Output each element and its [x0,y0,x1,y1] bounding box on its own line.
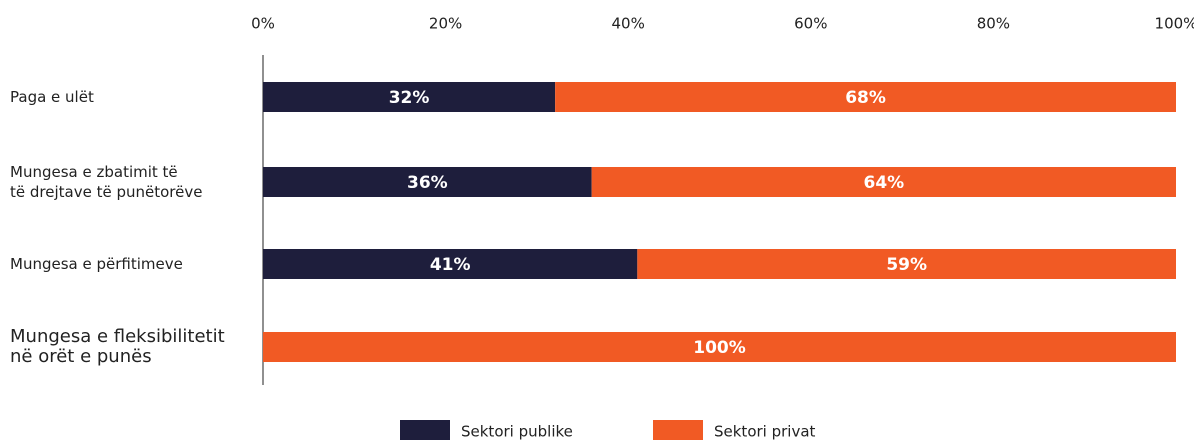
category-label: Mungesa e fleksibilitetit në orët e punë… [10,326,225,367]
bar-segment [637,249,1176,279]
bar-segment [263,249,638,279]
bar-segment [263,82,556,112]
bar-segment [591,167,1176,197]
x-tick-label: 100% [1155,15,1194,33]
bar-segment [263,332,1176,362]
category-label: Mungesa e zbatimit të të drejtave të pun… [10,163,203,201]
category-label: Mungesa e përfitimeve [10,255,183,273]
value-label: 59% [886,255,927,275]
legend-swatch [400,420,450,440]
legend-label: Sektori privat [714,423,816,440]
x-tick-label: 80% [977,15,1010,33]
x-tick-label: 60% [794,15,827,33]
bar-segment [263,167,592,197]
value-label: 32% [389,88,430,108]
legend-label: Sektori publike [461,423,573,440]
value-label: 64% [863,173,904,193]
x-tick-label: 20% [429,15,462,33]
value-label: 100% [693,338,746,358]
x-tick-label: 40% [612,15,645,33]
value-label: 36% [407,173,448,193]
value-label: 68% [845,88,886,108]
x-tick-label: 0% [251,15,275,33]
bar-segment [555,82,1176,112]
legend-swatch [653,420,703,440]
category-label: Paga e ulët [10,88,94,106]
value-label: 41% [430,255,471,275]
